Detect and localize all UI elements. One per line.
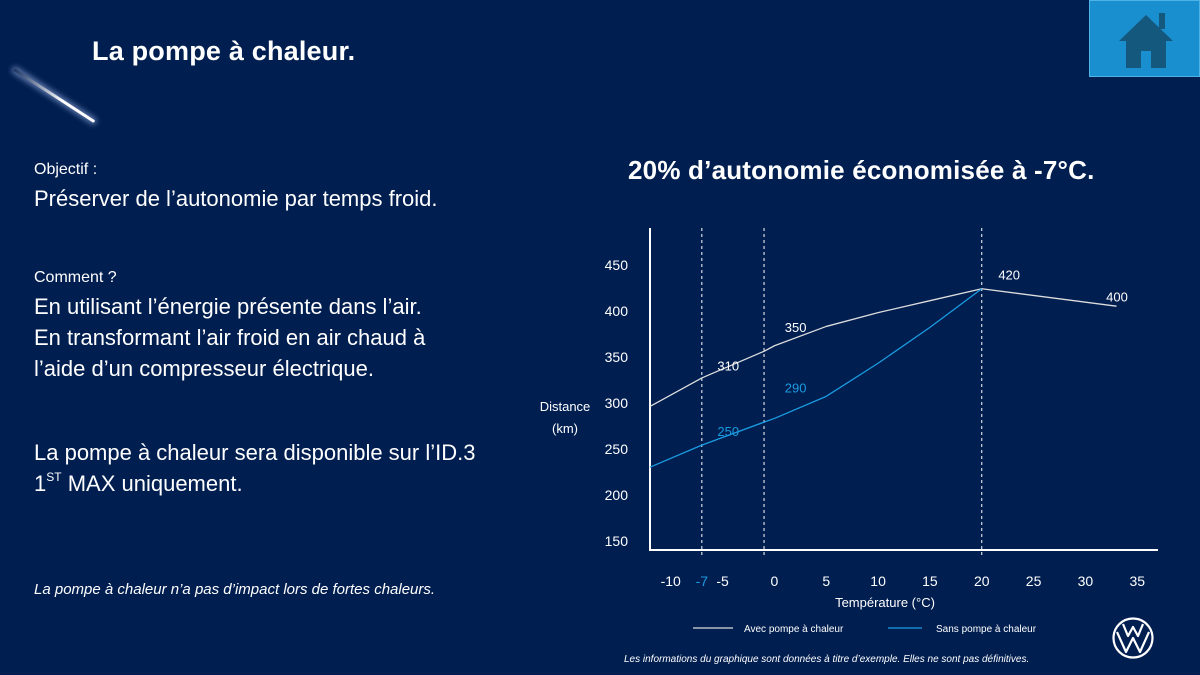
- y-tick-label: 150: [605, 533, 629, 549]
- data-label: 400: [1106, 290, 1128, 305]
- series-line-sans-pompe: [649, 288, 983, 468]
- y-axis-label: Distance: [540, 399, 591, 414]
- y-tick-label: 300: [605, 395, 629, 411]
- x-tick-label-highlight: -7: [696, 573, 709, 589]
- x-tick-label: -5: [716, 573, 729, 589]
- page-title: La pompe à chaleur.: [92, 36, 356, 66]
- x-tick-label: 25: [1026, 573, 1042, 589]
- objectif-label: Objectif :: [34, 161, 98, 178]
- y-axis-label-unit: (km): [552, 421, 578, 436]
- y-tick-label: 200: [605, 487, 629, 503]
- legend-label: Avec pompe à chaleur: [744, 624, 844, 635]
- x-tick-label: -10: [661, 573, 681, 589]
- data-label: 250: [717, 424, 739, 439]
- availability-line: La pompe à chaleur sera disponible sur l…: [34, 440, 476, 465]
- comment-line: l’aide d’un compresseur électrique.: [34, 356, 374, 381]
- data-label: 310: [717, 359, 739, 374]
- y-tick-label: 400: [605, 303, 629, 319]
- x-tick-label: 10: [870, 573, 886, 589]
- y-tick-label: 250: [605, 441, 629, 457]
- x-tick-label: 0: [771, 573, 779, 589]
- x-tick-label: 30: [1078, 573, 1094, 589]
- chart-disclaimer: Les informations du graphique sont donné…: [624, 654, 1030, 665]
- x-axis-label: Température (°C): [835, 595, 935, 610]
- comment-text: En utilisant l’énergie présente dans l’a…: [34, 291, 425, 384]
- volkswagen-logo[interactable]: [1111, 616, 1155, 660]
- legend-label: Sans pompe à chaleur: [936, 624, 1037, 635]
- home-button[interactable]: [1089, 0, 1200, 77]
- availability-line: 1ST MAX uniquement.: [34, 469, 243, 496]
- x-tick-label: 15: [922, 573, 938, 589]
- y-tick-label: 350: [605, 349, 629, 365]
- y-tick-label: 450: [605, 257, 629, 273]
- comment-line: En utilisant l’énergie présente dans l’a…: [34, 294, 422, 319]
- comment-label: Comment ?: [34, 269, 117, 286]
- heat-note: La pompe à chaleur n’a pas d’impact lors…: [34, 581, 436, 598]
- x-tick-label: 20: [974, 573, 990, 589]
- series-line-avec-pompe: [649, 288, 1117, 408]
- data-label: 290: [785, 381, 807, 396]
- availability-text: La pompe à chaleur sera disponible sur l…: [34, 437, 475, 499]
- objectif-text: Préserver de l’autonomie par temps froid…: [34, 186, 438, 211]
- x-tick-label: 5: [822, 573, 830, 589]
- data-label: 420: [998, 268, 1020, 283]
- comment-line: En transformant l’air froid en air chaud…: [34, 325, 426, 350]
- data-label: 350: [785, 320, 807, 335]
- home-icon: [1119, 13, 1173, 68]
- x-tick-label: 35: [1129, 573, 1145, 589]
- chart-title: 20% d’autonomie économisée à -7°C.: [628, 155, 1095, 185]
